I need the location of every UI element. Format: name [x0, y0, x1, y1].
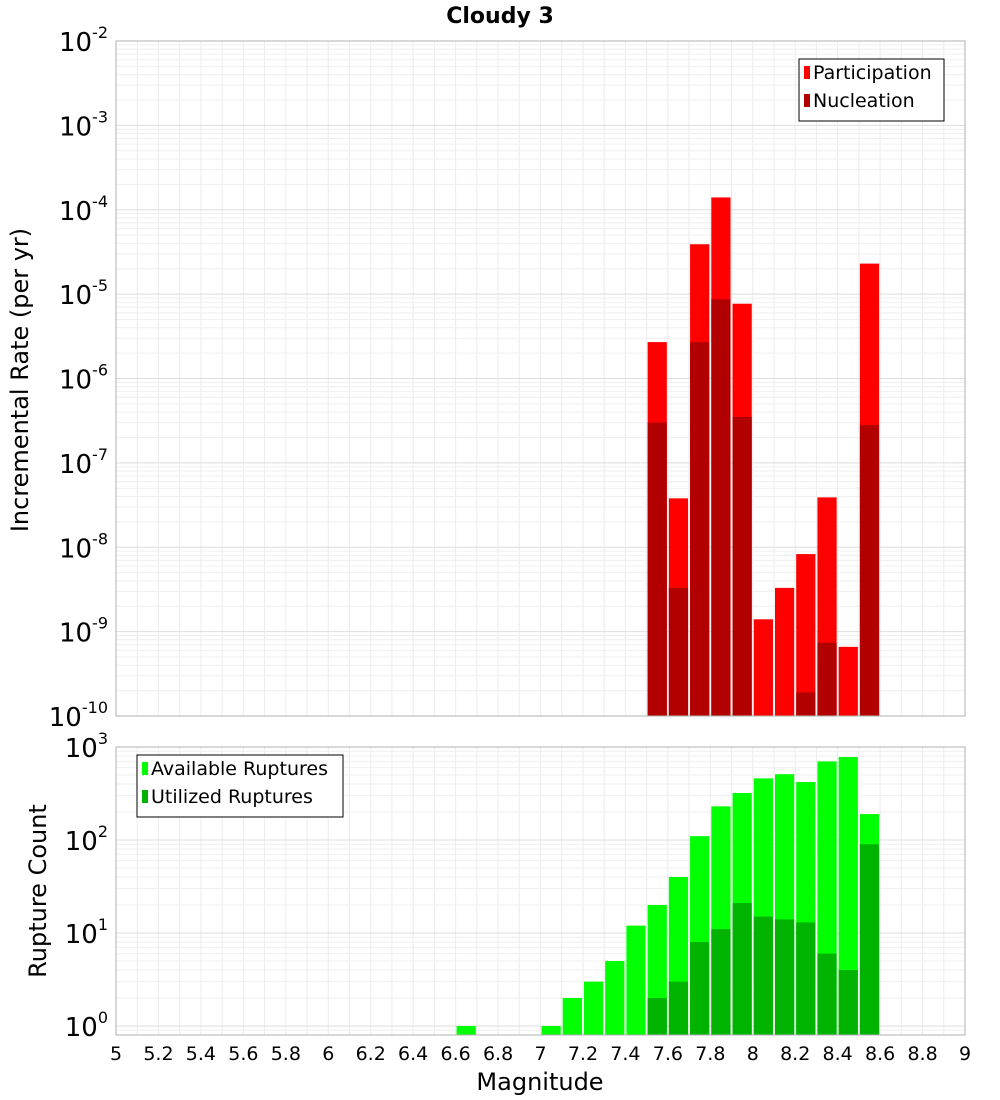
legend-label: Participation — [813, 62, 932, 84]
y-tick-label: 10-6 — [59, 361, 108, 396]
x-tick-label: 5.8 — [271, 1043, 301, 1065]
bar-nucleation — [817, 642, 837, 716]
x-tick-label: 9 — [959, 1043, 971, 1065]
bar-participation — [774, 587, 795, 716]
bar-nucleation — [711, 299, 731, 716]
bar-nucleation — [796, 692, 816, 716]
legend-swatch — [804, 94, 810, 107]
bar-utilized-ruptures — [859, 844, 880, 1035]
bar-available-ruptures — [562, 997, 582, 1035]
x-tick-label: 8.4 — [823, 1043, 853, 1065]
chart-title: Cloudy 3 — [446, 4, 554, 29]
y-tick-label: 10-7 — [59, 445, 108, 480]
bar-nucleation — [690, 342, 710, 716]
x-tick-label: 8.8 — [907, 1043, 937, 1065]
bar-utilized-ruptures — [711, 929, 731, 1035]
bar-available-ruptures — [838, 757, 858, 1035]
bar-available-ruptures — [605, 960, 625, 1035]
legend-swatch — [804, 66, 810, 79]
legend-swatch — [142, 790, 148, 803]
y-axis-label-bottom: Rupture Count — [24, 804, 52, 978]
legend-1: Available Ruptures Utilized Ruptures — [136, 754, 344, 818]
x-tick-label: 5.2 — [143, 1043, 173, 1065]
legend-swatch — [142, 762, 148, 775]
bar-nucleation — [859, 425, 880, 716]
legend-label: Available Ruptures — [151, 758, 328, 780]
x-tick-labels: 5 5.2 5.4 5.6 5.8 6 6.2 6.4 6.6 6.8 7 7.2 7.4 7.6 7.8 8… — [110, 1043, 971, 1065]
x-tick-label: 8.2 — [780, 1043, 810, 1065]
bottom-plot-frame — [115, 746, 966, 1036]
legend-label: Nucleation — [813, 90, 915, 112]
x-tick-label: 8 — [747, 1043, 759, 1065]
y-tick-label: 102 — [65, 822, 108, 857]
bar-participation — [796, 554, 816, 716]
bar-utilized-ruptures — [668, 981, 689, 1035]
x-tick-label: 5.4 — [186, 1043, 216, 1065]
bar-nucleation — [732, 416, 752, 716]
y-tick-label: 10-5 — [59, 276, 108, 311]
y-tick-label: 10-2 — [59, 23, 108, 58]
x-tick-label: 6.4 — [398, 1043, 428, 1065]
x-tick-label: 6.2 — [356, 1043, 386, 1065]
legend-0: Participation Nucleation — [798, 58, 945, 122]
x-tick-label: 7 — [534, 1043, 546, 1065]
bar-utilized-ruptures — [690, 942, 710, 1035]
y-tick-label: 10-4 — [59, 192, 108, 227]
bar-utilized-ruptures — [732, 903, 752, 1035]
bar-utilized-ruptures — [753, 916, 773, 1035]
x-tick-label: 5 — [110, 1043, 122, 1065]
x-tick-label: 7.2 — [568, 1043, 598, 1065]
bars-group-1 — [456, 757, 880, 1035]
legend-label: Utilized Ruptures — [151, 786, 313, 808]
x-axis-label: Magnitude — [476, 1068, 603, 1096]
x-tick-label: 5.6 — [228, 1043, 258, 1065]
x-tick-label: 7.4 — [610, 1043, 640, 1065]
bars-group-0 — [647, 197, 880, 717]
bar-available-ruptures — [541, 1025, 561, 1035]
bar-utilized-ruptures — [817, 953, 837, 1035]
y-tick-label: 10-10 — [49, 698, 108, 733]
bar-utilized-ruptures — [796, 922, 816, 1035]
y-axis-label-top: Incremental Rate (per yr) — [6, 228, 34, 532]
legend-box — [136, 754, 344, 818]
y-tick-label: 10-8 — [59, 529, 108, 564]
y-tick-label: 101 — [65, 915, 108, 950]
bar-participation — [838, 646, 858, 716]
y-tick-label: 10-9 — [59, 614, 108, 649]
bar-available-ruptures — [456, 1025, 476, 1035]
bar-available-ruptures — [626, 925, 646, 1035]
bar-nucleation — [668, 587, 689, 716]
x-tick-label: 6.6 — [440, 1043, 470, 1065]
bar-utilized-ruptures — [774, 919, 795, 1035]
top-grid — [115, 40, 966, 717]
bar-utilized-ruptures — [838, 969, 858, 1035]
bar-utilized-ruptures — [647, 997, 667, 1035]
x-tick-label: 7.6 — [653, 1043, 683, 1065]
y-tick-label: 100 — [65, 1008, 108, 1043]
bar-participation — [753, 619, 773, 716]
legend-box — [798, 58, 945, 122]
y-tick-label: 103 — [65, 729, 108, 764]
x-tick-label: 7.8 — [695, 1043, 725, 1065]
x-tick-label: 6 — [322, 1043, 334, 1065]
x-tick-label: 6.8 — [483, 1043, 513, 1065]
x-tick-label: 8.6 — [865, 1043, 895, 1065]
y-tick-label: 10-3 — [59, 107, 108, 142]
bar-available-ruptures — [583, 981, 604, 1035]
bar-nucleation — [647, 422, 667, 716]
top-plot-frame — [115, 40, 966, 717]
